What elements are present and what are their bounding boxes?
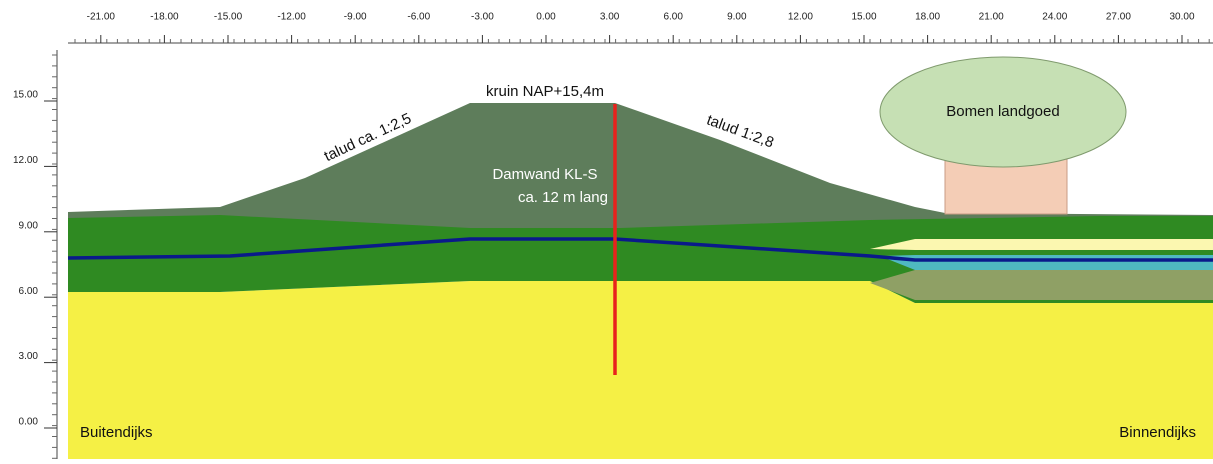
x-tick-label: 6.00 (663, 12, 683, 23)
x-tick-label: 27.00 (1106, 12, 1131, 23)
x-tick-label: 24.00 (1042, 12, 1067, 23)
y-tick-label: 0.00 (19, 417, 39, 428)
x-tick-label: 21.00 (979, 12, 1004, 23)
x-tick-label: 18.00 (915, 12, 940, 23)
y-tick-label: 15.00 (13, 90, 38, 101)
dike-body (68, 103, 1213, 230)
crest-label: kruin NAP+15,4m (486, 83, 604, 100)
x-tick-label: 0.00 (536, 12, 556, 23)
x-tick-label: -15.00 (214, 12, 243, 23)
side-label: Buitendijks (80, 424, 153, 441)
tree-crown (879, 56, 1127, 168)
x-tick-label: 9.00 (727, 12, 747, 23)
peat-layer (870, 270, 1213, 300)
x-tick-label: -12.00 (277, 12, 306, 23)
sand-layer (68, 281, 1213, 459)
y-tick-label: 3.00 (19, 351, 39, 362)
x-tick-label: 12.00 (788, 12, 813, 23)
x-tick-label: 3.00 (600, 12, 620, 23)
y-tick-label: 6.00 (19, 286, 39, 297)
trees-label: Bomen landgoed (946, 103, 1059, 120)
x-tick-label: 30.00 (1169, 12, 1194, 23)
sheet-pile-label: Damwand KL-S (492, 166, 597, 183)
x-tick-label: 15.00 (851, 12, 876, 23)
x-tick-label: -9.00 (344, 12, 367, 23)
x-tick-label: -3.00 (471, 12, 494, 23)
x-tick-label: -6.00 (407, 12, 430, 23)
side-label: Binnendijks (1119, 424, 1196, 441)
x-tick-label: -21.00 (87, 12, 116, 23)
x-tick-label: -18.00 (150, 12, 179, 23)
aquifer-layer (880, 255, 1213, 270)
sheet-pile-label: ca. 12 m lang (518, 189, 608, 206)
sand-lens (870, 239, 1213, 250)
y-tick-label: 12.00 (13, 155, 38, 166)
y-tick-label: 9.00 (19, 220, 39, 231)
